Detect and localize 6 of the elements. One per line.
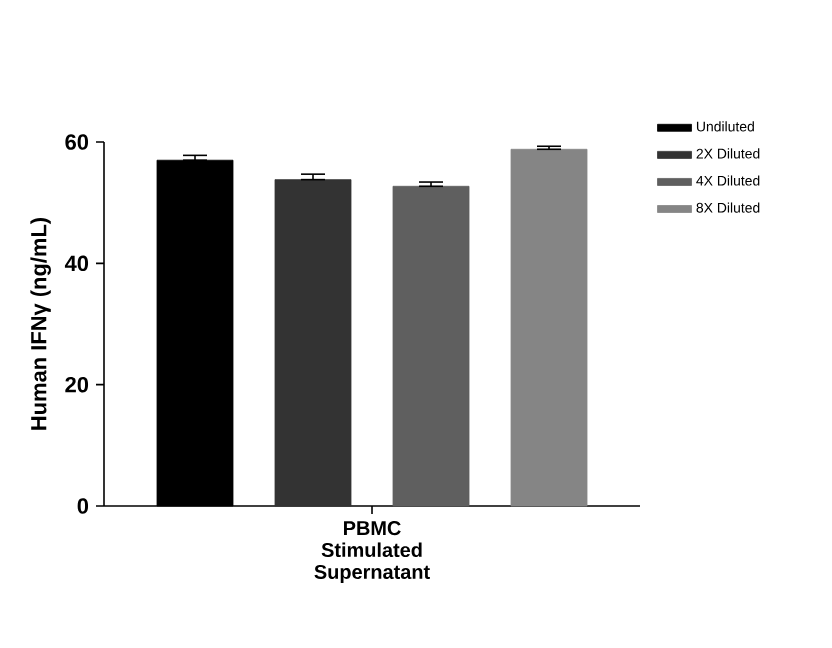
x-tick-label: PBMC Stimulated Supernatant bbox=[314, 521, 430, 583]
y-tick-label: 40 bbox=[64, 255, 89, 272]
y-axis-title: Human IFNγ (ng/mL) bbox=[30, 217, 51, 430]
y-tick-label: 0 bbox=[77, 498, 89, 514]
y-tick-label: 60 bbox=[65, 134, 89, 150]
y-tick-label: 20 bbox=[65, 376, 89, 393]
